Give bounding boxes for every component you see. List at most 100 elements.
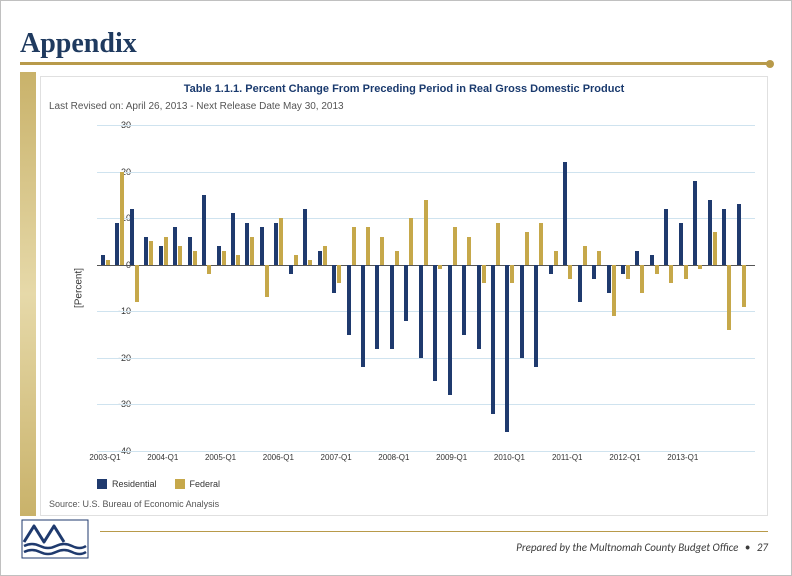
bar-residential bbox=[549, 265, 553, 274]
bar-residential bbox=[404, 265, 408, 321]
x-tick-label: 2006-Q1 bbox=[263, 453, 294, 462]
bar-residential bbox=[289, 265, 293, 274]
accent-bar-left bbox=[20, 72, 36, 516]
bar-residential bbox=[664, 209, 668, 265]
bar-residential bbox=[607, 265, 611, 293]
footer-text: Prepared by the Multnomah County Budget … bbox=[516, 541, 768, 554]
y-axis-label: [Percent] bbox=[74, 268, 85, 308]
bar-federal bbox=[193, 251, 197, 265]
bar-residential bbox=[217, 246, 221, 265]
bar-federal bbox=[265, 265, 269, 298]
legend-item-residential: Residential bbox=[97, 479, 157, 489]
bar-residential bbox=[419, 265, 423, 358]
bar-residential bbox=[332, 265, 336, 293]
x-axis: 2003-Q12004-Q12005-Q12006-Q12007-Q12008-… bbox=[97, 453, 755, 469]
legend-item-federal: Federal bbox=[175, 479, 221, 489]
legend-label: Federal bbox=[190, 479, 221, 489]
x-tick-label: 2011-Q1 bbox=[552, 453, 583, 462]
bar-federal bbox=[323, 246, 327, 265]
bar-federal bbox=[279, 218, 283, 265]
legend-label: Residential bbox=[112, 479, 157, 489]
bar-federal bbox=[597, 251, 601, 265]
header: Appendix bbox=[20, 28, 772, 65]
bar-federal bbox=[525, 232, 529, 265]
bar-federal bbox=[669, 265, 673, 284]
bar-federal bbox=[684, 265, 688, 279]
header-rule bbox=[20, 62, 772, 65]
chart-title: Table 1.1.1. Percent Change From Precedi… bbox=[41, 77, 767, 95]
bar-residential bbox=[101, 255, 105, 264]
bar-federal bbox=[727, 265, 731, 330]
bar-residential bbox=[679, 223, 683, 265]
bar-federal bbox=[308, 260, 312, 265]
bar-residential bbox=[722, 209, 726, 265]
bar-federal bbox=[294, 255, 298, 264]
x-tick-label: 2007-Q1 bbox=[321, 453, 352, 462]
bar-residential bbox=[635, 251, 639, 265]
bar-residential bbox=[462, 265, 466, 335]
bar-residential bbox=[245, 223, 249, 265]
bar-residential bbox=[274, 223, 278, 265]
footer-separator: • bbox=[741, 541, 754, 554]
bar-federal bbox=[366, 227, 370, 264]
bar-federal bbox=[539, 223, 543, 265]
chart-source: Source: U.S. Bureau of Economic Analysis bbox=[49, 499, 219, 509]
bar-federal bbox=[583, 246, 587, 265]
bar-federal bbox=[135, 265, 139, 302]
bar-federal bbox=[337, 265, 341, 284]
bar-federal bbox=[453, 227, 457, 264]
bar-federal bbox=[568, 265, 572, 279]
x-tick-label: 2005-Q1 bbox=[205, 453, 236, 462]
bar-residential bbox=[188, 237, 192, 265]
page-number: 27 bbox=[757, 541, 768, 554]
bar-federal bbox=[236, 255, 240, 264]
bar-federal bbox=[395, 251, 399, 265]
bar-federal bbox=[467, 237, 471, 265]
bar-federal bbox=[554, 251, 558, 265]
bar-residential bbox=[202, 195, 206, 265]
bar-residential bbox=[477, 265, 481, 349]
bar-residential bbox=[390, 265, 394, 349]
bar-residential bbox=[433, 265, 437, 381]
x-tick-label: 2004-Q1 bbox=[147, 453, 178, 462]
bar-residential bbox=[231, 213, 235, 264]
bar-residential bbox=[491, 265, 495, 414]
bar-federal bbox=[655, 265, 659, 274]
bar-federal bbox=[352, 227, 356, 264]
bar-residential bbox=[578, 265, 582, 302]
bar-federal bbox=[742, 265, 746, 307]
bar-residential bbox=[505, 265, 509, 433]
bar-federal bbox=[207, 265, 211, 274]
bar-federal bbox=[380, 237, 384, 265]
bar-federal bbox=[222, 251, 226, 265]
x-tick-label: 2008-Q1 bbox=[378, 453, 409, 462]
bar-federal bbox=[640, 265, 644, 293]
x-tick-label: 2013-Q1 bbox=[667, 453, 698, 462]
x-tick-label: 2012-Q1 bbox=[609, 453, 640, 462]
bar-residential bbox=[375, 265, 379, 349]
bar-residential bbox=[144, 237, 148, 265]
bar-federal bbox=[510, 265, 514, 284]
legend-swatch bbox=[97, 479, 107, 489]
bar-federal bbox=[698, 265, 702, 270]
bar-residential bbox=[130, 209, 134, 265]
bar-residential bbox=[347, 265, 351, 335]
bar-residential bbox=[592, 265, 596, 279]
bar-federal bbox=[178, 246, 182, 265]
bar-federal bbox=[250, 237, 254, 265]
bar-federal bbox=[149, 241, 153, 264]
bar-residential bbox=[159, 246, 163, 265]
x-tick-label: 2003-Q1 bbox=[89, 453, 120, 462]
legend: Residential Federal bbox=[97, 479, 220, 489]
plot-area: [Percent] 3020100-10-20-30-40 bbox=[97, 125, 755, 451]
bar-federal bbox=[409, 218, 413, 265]
chart-subtitle: Last Revised on: April 26, 2013 - Next R… bbox=[41, 95, 767, 114]
bar-federal bbox=[713, 232, 717, 265]
bars-layer bbox=[97, 125, 755, 451]
bar-federal bbox=[164, 237, 168, 265]
bar-residential bbox=[318, 251, 322, 265]
bar-residential bbox=[563, 162, 567, 264]
bar-federal bbox=[626, 265, 630, 279]
bar-residential bbox=[448, 265, 452, 395]
legend-swatch bbox=[175, 479, 185, 489]
